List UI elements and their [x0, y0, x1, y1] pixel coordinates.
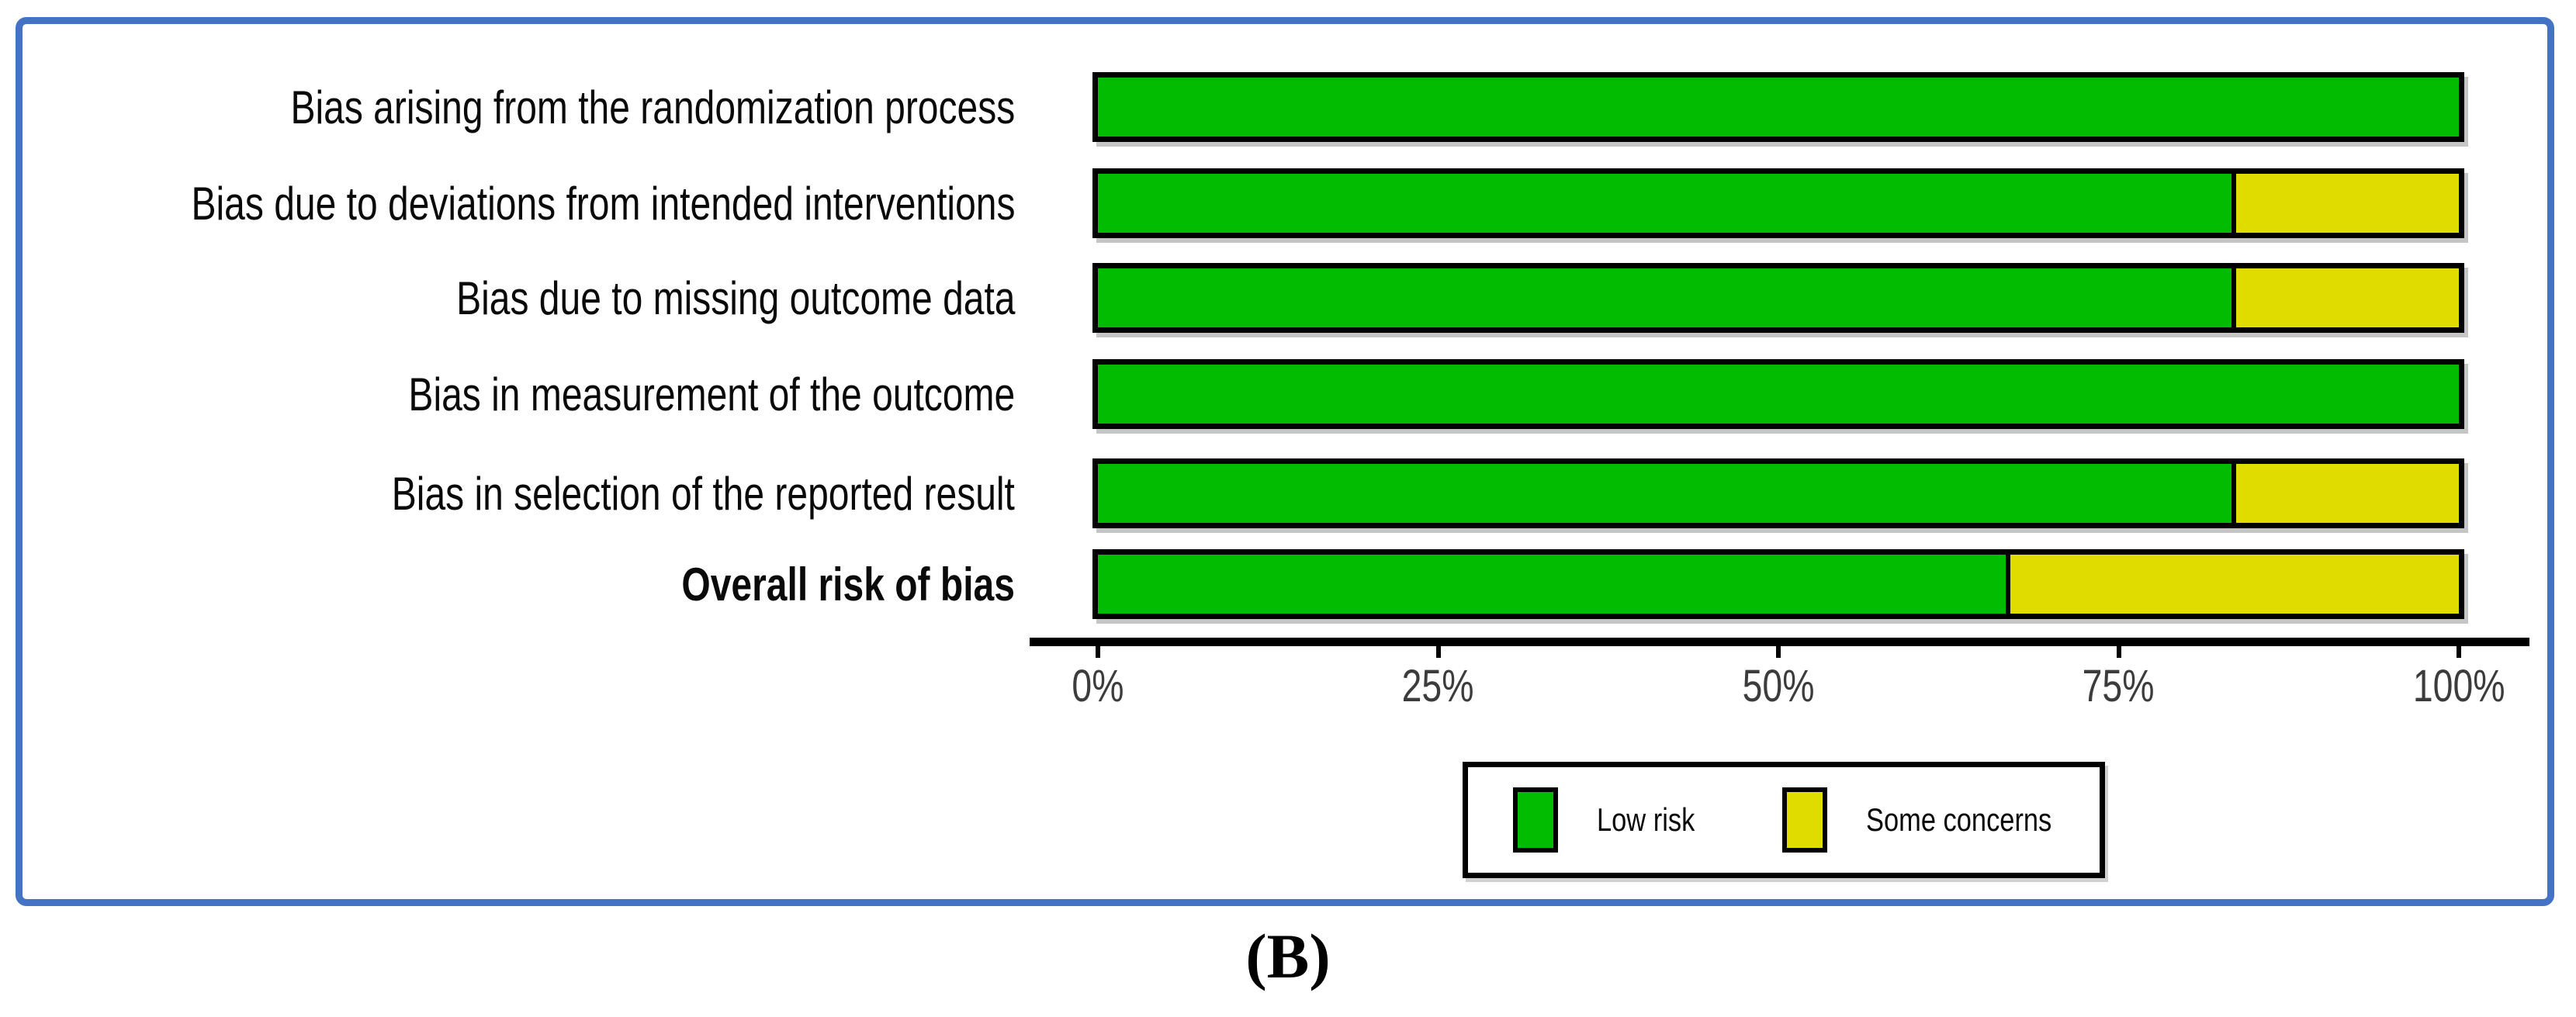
bar — [1092, 549, 2464, 619]
x-axis-tick-label: 25% — [1322, 660, 1555, 712]
x-axis-tick-label: 0% — [982, 660, 1214, 712]
bar-segment-low-risk — [1098, 268, 2231, 327]
category-label: Overall risk of bias — [0, 549, 1015, 619]
bar-segment-some-concerns — [2006, 555, 2459, 614]
x-axis-tick-label-text: 0% — [1072, 661, 1124, 711]
legend-box: Low risk Some concerns — [1463, 762, 2105, 878]
x-axis-tick-label-text: 100% — [2412, 661, 2505, 711]
legend-label-low-risk: Low risk — [1597, 767, 1716, 873]
category-label-text: Bias arising from the randomization proc… — [290, 81, 1015, 133]
x-axis-tick — [1776, 646, 1781, 658]
bar-segment-low-risk — [1098, 174, 2231, 233]
bar-segment-some-concerns — [2231, 464, 2459, 523]
x-axis-tick-label: 75% — [2003, 660, 2235, 712]
x-axis-tick-label: 50% — [1662, 660, 1895, 712]
category-label-text: Bias in measurement of the outcome — [408, 368, 1015, 420]
bar-segment-low-risk — [1098, 365, 2459, 424]
bar — [1092, 168, 2464, 238]
legend-label-some-concerns: Some concerns — [1866, 767, 2093, 873]
legend-swatch-low-risk — [1513, 787, 1558, 853]
category-label: Bias due to deviations from intended int… — [0, 168, 1015, 238]
category-label-text: Overall risk of bias — [681, 558, 1015, 611]
x-axis-tick — [2457, 646, 2461, 658]
category-label: Bias in measurement of the outcome — [0, 359, 1015, 429]
bar — [1092, 72, 2464, 142]
x-axis-tick-label-text: 50% — [1742, 661, 1815, 711]
legend-swatch-some-concerns — [1782, 787, 1827, 853]
category-label: Bias in selection of the reported result — [0, 458, 1015, 528]
x-axis-tick-label: 100% — [2342, 660, 2575, 712]
bar — [1092, 458, 2464, 528]
bar — [1092, 263, 2464, 333]
category-label-text: Bias in selection of the reported result — [391, 467, 1015, 520]
bar-segment-some-concerns — [2231, 268, 2459, 327]
x-axis-tick — [2116, 646, 2121, 658]
figure-caption: (B) — [1245, 921, 1331, 991]
legend-label-text: Low risk — [1597, 801, 1695, 838]
bar-segment-some-concerns — [2231, 174, 2459, 233]
bar-segment-low-risk — [1098, 464, 2231, 523]
x-axis-tick-label-text: 25% — [1402, 661, 1474, 711]
category-label: Bias arising from the randomization proc… — [0, 72, 1015, 142]
legend-label-text: Some concerns — [1866, 801, 2052, 838]
x-axis-tick-label-text: 75% — [2083, 661, 2155, 711]
category-label: Bias due to missing outcome data — [0, 263, 1015, 333]
category-label-text: Bias due to missing outcome data — [455, 272, 1015, 324]
bar — [1092, 359, 2464, 429]
bar-segment-low-risk — [1098, 78, 2459, 137]
x-axis-tick — [1096, 646, 1100, 658]
category-label-text: Bias due to deviations from intended int… — [191, 177, 1015, 230]
x-axis-tick — [1435, 646, 1441, 658]
bar-segment-low-risk — [1098, 555, 2006, 614]
x-axis-line — [1030, 638, 2529, 646]
